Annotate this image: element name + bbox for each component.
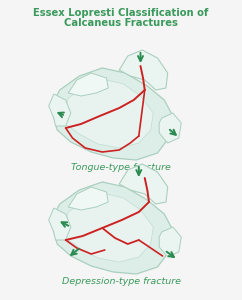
PathPatch shape bbox=[51, 68, 173, 160]
Text: Depression-type fracture: Depression-type fracture bbox=[61, 277, 181, 286]
Text: Tongue-type fracture: Tongue-type fracture bbox=[71, 163, 171, 172]
PathPatch shape bbox=[68, 73, 108, 96]
PathPatch shape bbox=[64, 194, 153, 262]
PathPatch shape bbox=[159, 227, 181, 257]
PathPatch shape bbox=[68, 187, 108, 210]
Text: Calcaneus Fractures: Calcaneus Fractures bbox=[64, 18, 178, 28]
PathPatch shape bbox=[51, 182, 173, 274]
PathPatch shape bbox=[49, 94, 71, 126]
PathPatch shape bbox=[64, 80, 153, 148]
PathPatch shape bbox=[119, 50, 168, 90]
PathPatch shape bbox=[159, 113, 181, 143]
Text: Essex Lopresti Classification of: Essex Lopresti Classification of bbox=[33, 8, 209, 18]
PathPatch shape bbox=[119, 164, 168, 204]
PathPatch shape bbox=[49, 208, 71, 240]
